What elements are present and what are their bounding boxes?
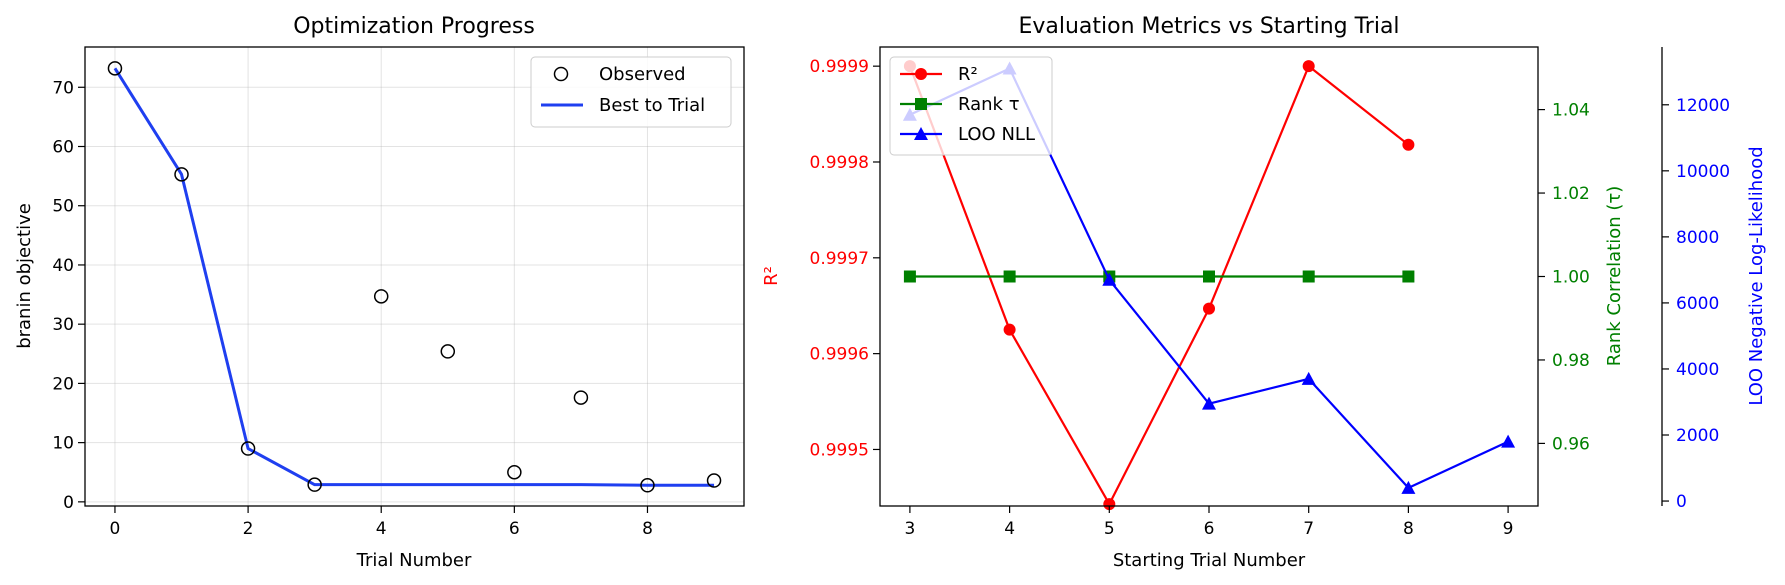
p1-y-axis-label: branin objective xyxy=(14,203,35,349)
nll-tick-label: 8000 xyxy=(1676,228,1719,248)
r2-series-point xyxy=(1203,302,1215,315)
nll-series-point xyxy=(1501,434,1516,448)
tau-tick-label: 1.00 xyxy=(1552,268,1590,288)
tau-series-point xyxy=(1203,270,1215,283)
p1-x-axis-label: Trial Number xyxy=(356,550,472,571)
tau-series-point xyxy=(1003,270,1016,283)
nll-tick-label: 10000 xyxy=(1676,162,1730,182)
r2-tick-label: 0.9998 xyxy=(810,153,869,173)
r2-series-point xyxy=(1003,323,1016,336)
p1-y-tick-label: 70 xyxy=(52,78,74,98)
p2-tau-axis-label: Rank Correlation (τ) xyxy=(1604,186,1625,367)
p2-x-tick-label: 3 xyxy=(904,519,915,539)
nll-tick-label: 12000 xyxy=(1676,96,1730,116)
observed-point xyxy=(440,344,456,359)
p2-x-tick-label: 9 xyxy=(1503,519,1514,539)
tau-tick-label: 1.04 xyxy=(1552,101,1590,121)
observed-point xyxy=(174,167,189,182)
legend-observed-marker xyxy=(553,66,569,82)
r2-tick-label: 0.9996 xyxy=(810,345,869,365)
r2-series-point xyxy=(1402,138,1415,151)
observed-point xyxy=(240,441,256,456)
p2-nll-axis-label: LOO Negative Log-Likelihood xyxy=(1746,146,1767,405)
p1-x-tick-label: 2 xyxy=(243,519,254,539)
observed-point xyxy=(640,478,655,493)
p1-x-tick-label: 0 xyxy=(110,519,121,539)
observed-point xyxy=(373,289,389,304)
tau-series-point xyxy=(1302,270,1315,283)
observed-point xyxy=(107,61,123,76)
nll-tick-label: 2000 xyxy=(1676,426,1719,446)
p2-r2-axis-ticks: 0.9995 0.9996 0.9997 0.9998 0.9999 xyxy=(810,57,880,460)
p2-legend: R² Rank τ LOO NLL xyxy=(889,56,1053,156)
r2-series-point xyxy=(1103,498,1116,511)
observed-point xyxy=(706,473,722,488)
legend-observed-label: Observed xyxy=(599,64,686,85)
p1-y-tick-label: 10 xyxy=(52,434,74,454)
p1-legend-box xyxy=(530,56,732,128)
p1-x-tick-label: 8 xyxy=(642,519,653,539)
p2-x-axis-ticks: 3 4 5 6 7 8 9 xyxy=(904,506,1514,539)
p1-y-tick-label: 60 xyxy=(52,137,74,157)
observed-point xyxy=(573,390,589,405)
p2-x-tick-label: 5 xyxy=(1104,519,1115,539)
legend-best-label: Best to Trial xyxy=(599,95,705,116)
nll-series-point xyxy=(1102,272,1117,286)
legend-nll-label: LOO NLL xyxy=(958,124,1035,145)
p1-x-axis-ticks: 0 2 4 6 8 xyxy=(110,506,653,539)
p2-x-tick-label: 8 xyxy=(1403,519,1414,539)
r2-tick-label: 0.9997 xyxy=(810,249,869,269)
legend-r2-label: R² xyxy=(958,64,978,85)
p1-y-axis-ticks: 0 10 20 30 40 50 60 70 xyxy=(52,78,85,513)
nll-series-point xyxy=(1301,371,1316,385)
tau-tick-label: 0.98 xyxy=(1552,351,1590,371)
nll-tick-label: 6000 xyxy=(1676,294,1719,314)
legend-nll-marker xyxy=(914,127,928,140)
observed-point xyxy=(307,477,322,492)
legend-r2-marker xyxy=(915,68,927,80)
r2-series-line xyxy=(908,65,1410,506)
nll-series-point xyxy=(1401,480,1416,494)
p1-legend: Observed Best to Trial xyxy=(530,56,732,128)
legend-tau-label: Rank τ xyxy=(958,94,1020,115)
tau-series-point xyxy=(1402,270,1415,283)
observed-point xyxy=(507,464,522,480)
p2-r2-axis-label: R² xyxy=(761,266,782,286)
p2-x-tick-label: 4 xyxy=(1004,519,1015,539)
p1-x-tick-label: 6 xyxy=(509,519,520,539)
p2-legend-box xyxy=(889,56,1053,156)
p1-plot-frame xyxy=(84,46,745,507)
p1-y-tick-label: 20 xyxy=(52,374,74,394)
tau-tick-label: 1.02 xyxy=(1552,184,1590,204)
tau-tick-label: 0.96 xyxy=(1552,434,1590,454)
p2-nll-axis-ticks: 0 2000 4000 6000 8000 10000 12000 xyxy=(1662,96,1730,512)
p2-x-tick-label: 7 xyxy=(1303,519,1314,539)
r2-tick-label: 0.9995 xyxy=(810,440,869,460)
p1-series xyxy=(107,61,722,493)
p2-title: Evaluation Metrics vs Starting Trial xyxy=(1018,14,1399,39)
nll-tick-label: 4000 xyxy=(1676,360,1719,380)
p1-y-tick-label: 50 xyxy=(52,197,74,217)
p2-x-tick-label: 6 xyxy=(1204,519,1215,539)
r2-tick-label: 0.9999 xyxy=(810,57,869,77)
p1-x-tick-label: 4 xyxy=(376,519,387,539)
nll-series-point xyxy=(1202,396,1216,410)
optimization-progress-panel: 0 2 4 6 8 0 10 20 30 40 50 60 70 Optimization Progr… xyxy=(14,14,745,571)
p1-grid xyxy=(85,47,744,506)
p1-y-tick-label: 40 xyxy=(52,256,74,276)
p1-title: Optimization Progress xyxy=(293,14,535,39)
p1-y-tick-label: 0 xyxy=(63,493,74,513)
r2-series-point xyxy=(1302,60,1315,73)
p2-tau-axis-ticks: 0.96 0.98 1.00 1.02 1.04 xyxy=(1538,101,1590,454)
p1-y-tick-label: 30 xyxy=(52,315,74,335)
legend-tau-marker xyxy=(915,98,927,110)
nll-tick-label: 0 xyxy=(1676,492,1687,512)
evaluation-metrics-panel: 3 4 5 6 7 8 9 0.9995 0.9996 0.9997 0.9998 0.9999 0… xyxy=(761,14,1767,571)
best-to-trial-line xyxy=(113,67,715,487)
p2-x-axis-label: Starting Trial Number xyxy=(1113,550,1306,571)
tau-series-point xyxy=(903,270,916,283)
